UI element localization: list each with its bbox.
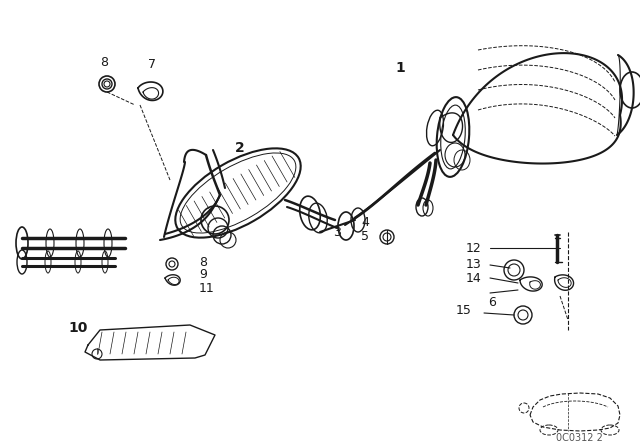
Text: 7: 7 <box>148 59 156 72</box>
Text: 5: 5 <box>361 231 369 244</box>
Text: 3: 3 <box>333 227 341 240</box>
Text: 8: 8 <box>199 255 207 268</box>
Text: 10: 10 <box>68 321 88 335</box>
Text: 1: 1 <box>395 61 404 75</box>
Text: 11: 11 <box>199 281 215 294</box>
Text: 6: 6 <box>488 296 496 309</box>
Text: 12: 12 <box>466 241 482 254</box>
Text: 9: 9 <box>199 268 207 281</box>
Text: 13: 13 <box>466 258 482 271</box>
Text: 8: 8 <box>100 56 108 69</box>
Text: 15: 15 <box>456 303 472 316</box>
Text: 0C0312 2: 0C0312 2 <box>556 433 603 443</box>
Text: 4: 4 <box>361 215 369 228</box>
Text: 2: 2 <box>235 141 244 155</box>
Text: 14: 14 <box>466 271 482 284</box>
